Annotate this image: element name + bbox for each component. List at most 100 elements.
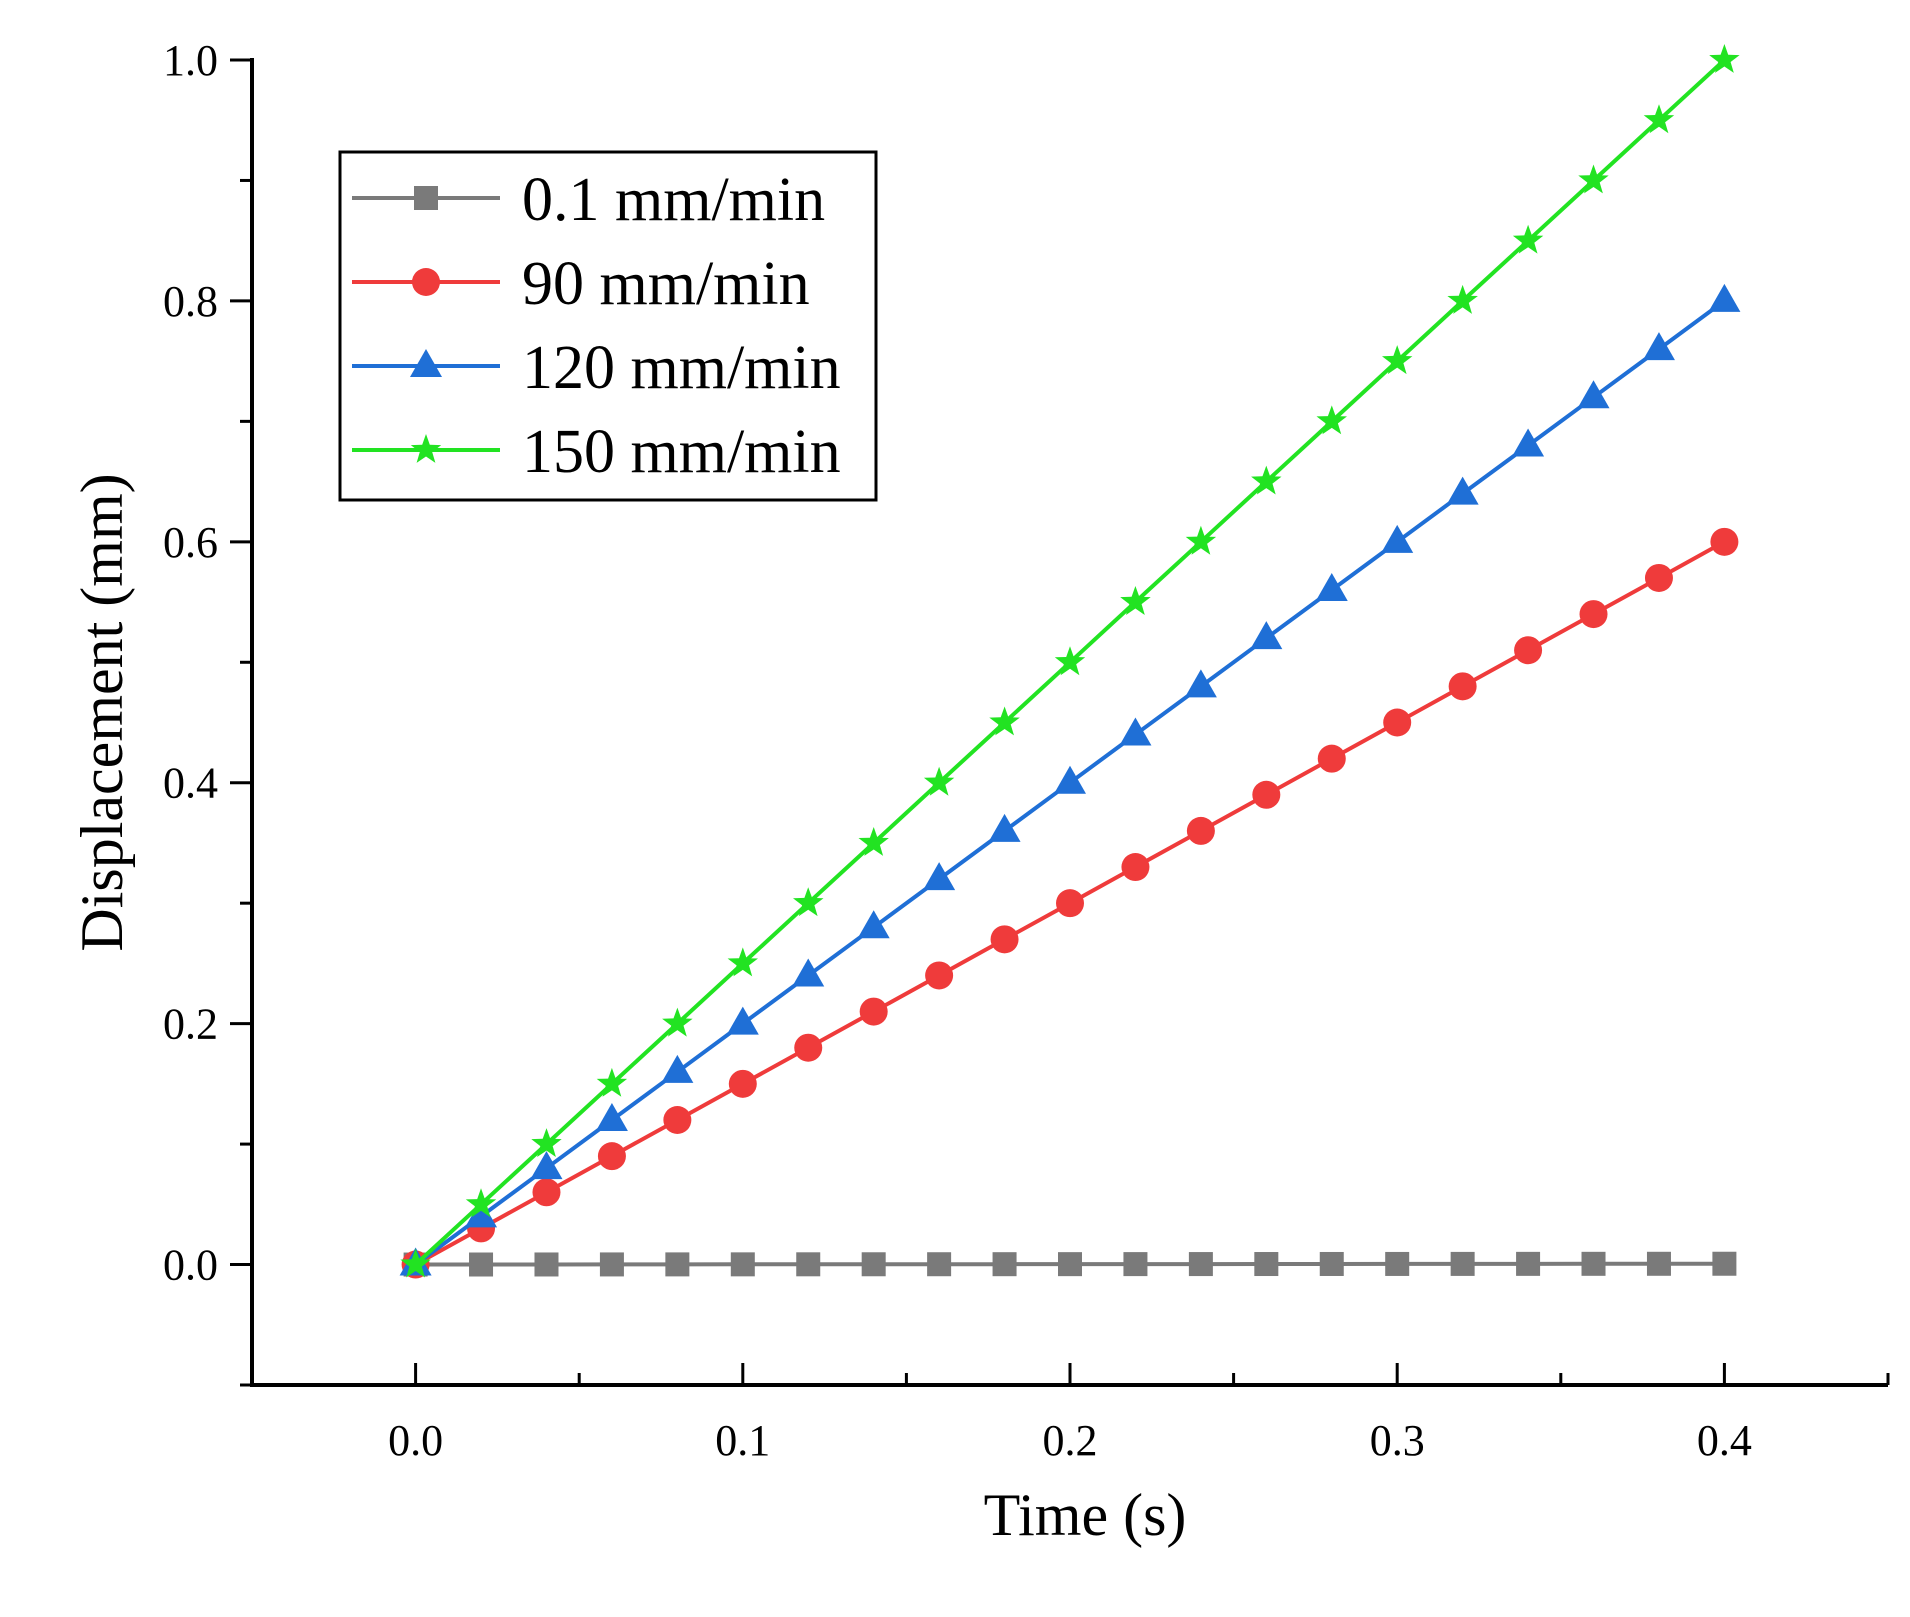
data-point [596, 1067, 628, 1097]
data-point [531, 1128, 562, 1157]
data-point [1251, 465, 1282, 495]
legend-label: 90 mm/min [522, 250, 810, 318]
data-point [400, 1248, 431, 1278]
data-point [1185, 525, 1217, 555]
data-point [727, 947, 758, 977]
data-point [1446, 476, 1479, 505]
x-tick-label: 0.4 [1697, 1416, 1752, 1465]
legend-item: 120 mm/min [352, 334, 841, 402]
data-point [1382, 345, 1413, 375]
data-point [1252, 780, 1281, 809]
y-tick-label: 1.0 [163, 36, 218, 85]
data-point [1709, 44, 1740, 73]
y-tick-label: 0.0 [163, 1241, 218, 1290]
data-point [1450, 1251, 1475, 1276]
data-point [796, 1252, 821, 1277]
data-point [730, 1252, 755, 1277]
data-point [1385, 1251, 1410, 1276]
data-point [530, 1151, 563, 1180]
data-point [859, 997, 888, 1026]
data-point [532, 1178, 561, 1207]
data-point [1644, 563, 1673, 592]
data-point [1512, 224, 1544, 254]
y-tick-label: 0.2 [163, 1000, 218, 1049]
legend: 0.1 mm/min 90 mm/min 120 mm/min 150 mm/min [338, 150, 878, 502]
x-axis-title: Time (s) [984, 1482, 1187, 1548]
legend-label: 0.1 mm/min [522, 166, 825, 234]
y-tick-label: 0.8 [163, 277, 218, 326]
data-point [661, 1054, 694, 1083]
data-point [858, 827, 889, 856]
data-point [990, 925, 1019, 954]
data-point [469, 1252, 494, 1277]
data-point [992, 1252, 1017, 1277]
data-point [1642, 332, 1675, 361]
data-point [595, 1103, 628, 1131]
data-point [1184, 669, 1217, 698]
data-point [1514, 636, 1543, 665]
data-point [1381, 524, 1414, 553]
data-point [1121, 853, 1150, 882]
data-point [1643, 104, 1675, 134]
data-point [1516, 1251, 1541, 1276]
data-point [923, 766, 955, 796]
data-point [1250, 621, 1283, 650]
data-point [1383, 708, 1412, 737]
data-point [989, 706, 1020, 736]
data-point [925, 961, 954, 990]
data-point [1316, 405, 1347, 435]
data-point [534, 1252, 559, 1277]
data-point [1186, 816, 1215, 845]
legend-item: 150 mm/min [352, 418, 841, 486]
legend-label: 150 mm/min [522, 418, 841, 486]
legend-label: 120 mm/min [522, 334, 841, 402]
legend-marker [410, 434, 442, 463]
data-point [1710, 527, 1739, 556]
data-point [1058, 1252, 1082, 1277]
data-point [1448, 672, 1477, 701]
data-point [1317, 744, 1346, 773]
data-point [465, 1188, 497, 1218]
data-point [1120, 586, 1151, 615]
data-point [794, 1033, 823, 1062]
data-point [857, 910, 890, 939]
data-point [1054, 646, 1086, 676]
legend-item: 0.1 mm/min [352, 166, 825, 234]
axes: 0.0 0.1 0.2 0.3 0.4 0.0 0.2 0.4 0.6 0.8 1.0 [163, 36, 1890, 1465]
data-point [1188, 1252, 1213, 1277]
data-point [726, 1006, 759, 1035]
data-point [1054, 765, 1086, 794]
data-point [923, 862, 956, 891]
x-tick-label: 0.0 [388, 1416, 443, 1465]
data-point [1512, 428, 1545, 457]
series-4 [400, 44, 1740, 1278]
x-tick-label: 0.2 [1043, 1416, 1098, 1465]
data-point [861, 1252, 886, 1277]
data-point [988, 813, 1021, 842]
data-point [792, 958, 825, 987]
data-point [599, 1252, 624, 1277]
data-point [465, 1199, 498, 1228]
legend-item: 90 mm/min [352, 250, 810, 318]
data-point [1712, 1251, 1737, 1276]
data-point [1254, 1252, 1279, 1277]
data-point [1646, 1251, 1671, 1276]
data-point [1056, 889, 1084, 918]
data-point [728, 1069, 757, 1098]
x-tick-label: 0.1 [715, 1416, 770, 1465]
data-point [1315, 573, 1348, 601]
series-3 [399, 283, 1741, 1276]
y-tick-label: 0.6 [163, 518, 218, 567]
data-point [665, 1252, 690, 1277]
series-1 [403, 1251, 1737, 1277]
legend-marker [412, 268, 440, 296]
data-point [1119, 717, 1152, 746]
y-axis-title: Displacement (mm) [69, 473, 135, 951]
data-point [1578, 164, 1609, 194]
data-point [662, 1007, 693, 1037]
data-point [1579, 600, 1608, 629]
data-point [793, 887, 824, 917]
data-point [927, 1252, 952, 1277]
legend-marker [414, 186, 438, 210]
